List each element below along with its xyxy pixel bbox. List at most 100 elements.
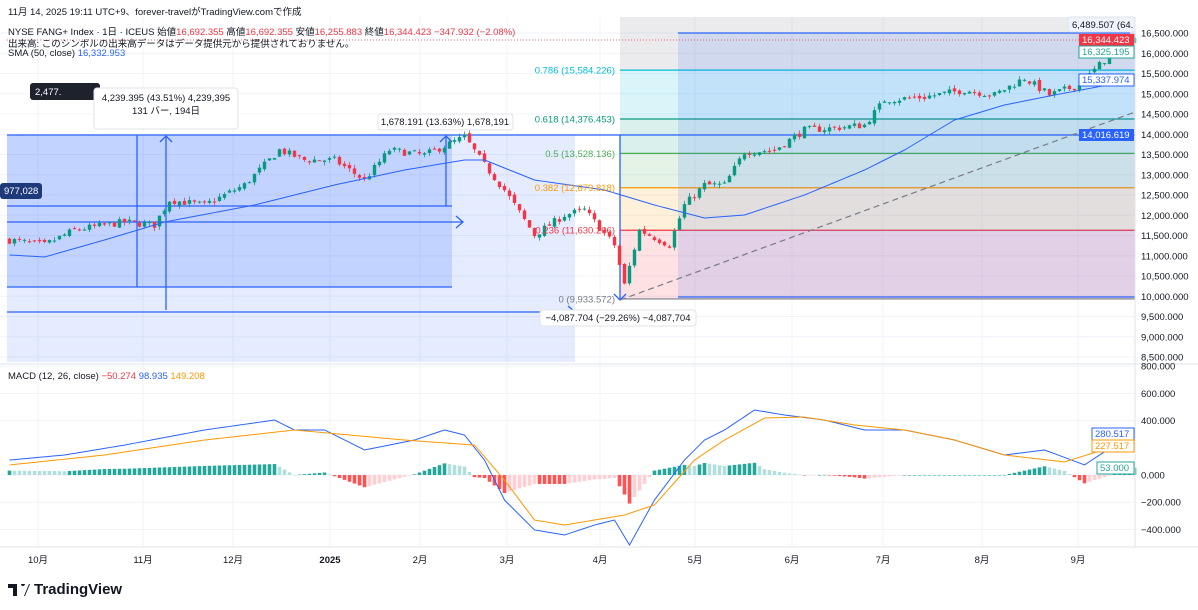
histogram-bar [287, 472, 292, 475]
histogram-bar [682, 464, 687, 475]
candle-body [787, 138, 792, 148]
macd-legend[interactable]: MACD (12, 26, close) −50.274 98.935 149.… [8, 371, 205, 382]
histogram-bar [727, 465, 732, 475]
histogram-bar [282, 469, 287, 475]
candle-body [807, 126, 812, 128]
candle-body [912, 96, 917, 98]
candle-body [1037, 79, 1042, 91]
histogram-bar [937, 475, 942, 476]
histogram-bar [912, 475, 917, 476]
high-label: 高値 [226, 27, 246, 38]
histogram-bar [1072, 475, 1077, 478]
candle-body [697, 188, 702, 198]
histogram-bar [152, 467, 157, 475]
histogram-bar [12, 470, 17, 475]
candle-body [437, 148, 442, 152]
candles [7, 34, 1137, 286]
candle-body [727, 175, 732, 183]
candle-body [377, 161, 382, 166]
close-label: 終値 [364, 27, 384, 38]
candle-body [562, 216, 567, 221]
measure-label-2-box [377, 113, 514, 131]
candle-body [657, 239, 662, 243]
histogram-bar [312, 473, 317, 475]
candle-body [412, 150, 417, 152]
candle-body [537, 234, 542, 238]
macd-axis-label: 400.000 [1141, 416, 1175, 427]
histogram-bar [537, 475, 542, 484]
price-range-box-right[interactable] [678, 33, 1135, 297]
measure-label-1: 2,477. 4,239.395 (43.51%) 4,239,395 131 … [30, 83, 239, 130]
price-range-box[interactable] [7, 135, 452, 287]
fib-retracement[interactable] [620, 17, 1135, 300]
histogram-bar [242, 464, 247, 475]
histogram-bar [872, 475, 877, 478]
low-label: 安値 [295, 27, 315, 38]
candle-body [1032, 81, 1037, 85]
histogram-bar [992, 475, 997, 476]
candle-body [982, 95, 987, 97]
time-axis-label: 7月 [876, 555, 891, 566]
axes[interactable]: 10月 11月 12月 2025 2月 3月 4月 5月 6月 7月 8月 9月 16,500.000 1… [28, 29, 1189, 567]
tradingview-logo[interactable]: TradingView [8, 581, 122, 598]
histogram-bar [112, 468, 117, 475]
histogram-bar [457, 465, 462, 475]
candle-body [482, 153, 487, 162]
candle-body [837, 127, 842, 130]
histogram-bar [122, 468, 127, 475]
histogram-bar [402, 475, 407, 477]
macd-axis-label: −400.000 [1141, 525, 1181, 536]
histogram-bar [972, 475, 977, 476]
macd-axis-label: 0.000 [1141, 471, 1165, 482]
histogram-bar [942, 475, 947, 476]
histogram-bar [557, 475, 562, 484]
date-range-box[interactable] [7, 135, 575, 362]
candle-body [857, 123, 862, 129]
candle-body [227, 190, 232, 193]
candle-body [987, 95, 992, 97]
candle-body [262, 161, 267, 170]
candle-body [862, 124, 867, 128]
candle-body [37, 239, 42, 242]
sma-legend[interactable]: SMA (50, close) 16,332.953 [8, 48, 125, 59]
candle-body [842, 127, 847, 129]
candle-body [347, 164, 352, 169]
histogram-bar [957, 475, 962, 476]
histogram-bar [797, 474, 802, 476]
signal-badge: 227.517 [1095, 441, 1129, 452]
histogram-bar [692, 466, 697, 475]
histogram-bar [327, 474, 332, 475]
histogram-bar [1007, 473, 1012, 475]
candle-body [382, 153, 387, 163]
candle-body [72, 228, 77, 230]
candle-body [612, 236, 617, 246]
histogram-bar [382, 475, 387, 483]
histogram-bar [977, 475, 982, 476]
price-axis-label: 16,000.000 [1141, 49, 1189, 60]
histogram-bar [822, 474, 827, 476]
candle-body [832, 126, 837, 128]
macd-histogram [7, 462, 1137, 504]
measure-lines [7, 32, 1135, 319]
histogram-bar [487, 475, 492, 482]
histogram-bar [177, 466, 182, 475]
histogram-bar [652, 470, 657, 475]
candle-body [182, 200, 187, 205]
candle-body [332, 156, 337, 158]
histogram-bar [27, 470, 32, 475]
histogram-bar [932, 475, 937, 476]
histogram-bar [562, 475, 567, 484]
candle-body [1022, 79, 1027, 81]
histogram-bar [482, 475, 487, 478]
histogram-bar [1012, 472, 1017, 475]
candle-body [407, 151, 412, 155]
histogram-bar [767, 470, 772, 475]
histogram-bar [827, 475, 832, 476]
sma-badge: 16,325.195 [1082, 47, 1130, 58]
measure-label-3: −4,087.704 (−29.26%) −4,087,704 [546, 313, 691, 324]
line-badge: 14,016.619 [1082, 130, 1130, 141]
price-axis-label: 13,500.000 [1141, 150, 1189, 161]
symbol-legend[interactable]: NYSE FANG+ Index · 1日 · ICEUS 始値16,692.3… [8, 24, 515, 38]
trend-line[interactable] [619, 111, 1136, 301]
